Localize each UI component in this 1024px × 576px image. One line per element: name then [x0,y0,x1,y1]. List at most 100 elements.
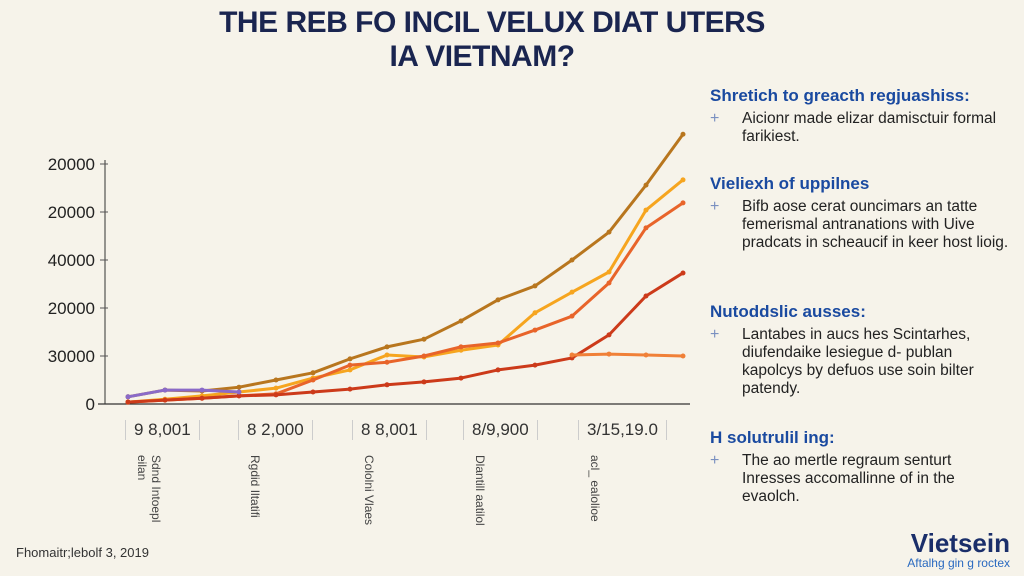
data-point [273,385,279,391]
section-body: The ao mertle regraum senturt Inresses a… [742,452,955,505]
side-section-3: Nutoddslic ausses: + Lantabes in aucs hes… [710,302,1010,398]
data-point [606,229,612,235]
plus-icon: + [710,326,720,343]
data-point [384,382,390,388]
plus-icon: + [710,110,720,127]
data-point [125,394,131,400]
x-tick-sublabel: Sdnd Intoepl eilan [135,455,163,523]
x-tick-label: 3/15,19.0 [578,420,667,440]
data-point [310,370,316,376]
section-body: Lantabes in aucs hes Scintarhes, diufend… [742,326,974,397]
data-point [532,362,538,368]
data-point [606,332,612,338]
data-point [384,359,390,365]
data-point [458,375,464,381]
data-point [347,367,353,373]
series-line-1 [127,178,684,404]
data-point [495,367,501,373]
x-tick-label: 8 8,001 [352,420,427,440]
data-point [125,399,131,405]
data-point [421,379,427,385]
x-tick-label: 8 2,000 [238,420,313,440]
data-point [384,344,390,350]
data-point [643,207,649,213]
y-tick-label: 0 [86,395,95,414]
series-line-0 [127,133,685,399]
data-point [162,397,168,403]
x-tick-sublabel: Rgdid Iltatifi [248,455,262,518]
section-heading: H solutrulil ing: [710,428,835,447]
data-point [680,353,686,359]
section-body: Aicionr made elizar damisctuir formal fa… [742,110,997,145]
data-point [606,280,612,286]
series-line-2 [127,201,684,404]
plus-icon: + [710,198,720,215]
side-section-4: H solutrulil ing: + The ao mertle regraum… [710,428,1010,506]
data-point [569,289,575,295]
data-point [532,283,538,289]
x-tick-sublabel: Cololni Vlaes [362,455,376,526]
x-tick-sublabel: acl_ ealolioe [588,455,602,522]
data-point [680,177,686,183]
y-tick-label: 30000 [48,347,95,366]
data-point [569,352,575,358]
data-point [273,392,279,398]
series-line-5 [127,388,240,399]
data-point [532,327,538,333]
section-body: Bifb aose cerat ouncimars an tatte femer… [742,198,1009,251]
data-point [347,356,353,362]
x-tick-label: 9 8,001 [125,420,200,440]
data-point [680,270,686,276]
y-tick-label: 20000 [48,203,95,222]
data-point [569,313,575,319]
data-point [310,389,316,395]
source-note: Fhomaitr;lebolf 3, 2019 [16,545,149,560]
side-section-2: Vieliexh of uppilnes + Bifb aose cerat ou… [710,174,1010,252]
section-heading: Shretich to greacth regjuashiss: [710,86,970,105]
section-heading: Nutoddslic ausses: [710,302,866,321]
data-point [643,352,649,358]
series-line-4 [571,352,684,358]
data-point [606,351,612,357]
data-point [347,362,353,368]
data-point [273,377,279,383]
logo-name: Vietsein [910,528,1010,558]
data-point [236,384,242,390]
data-point [310,377,316,383]
logo: Vietsein Aftalhg gin g roctex [907,530,1010,570]
data-point [680,131,686,137]
x-tick-sublabel: Dlantill aatilol [473,455,487,526]
section-heading: Vieliexh of uppilnes [710,174,870,193]
data-point [643,293,649,299]
data-point [236,389,242,395]
data-point [532,310,538,316]
data-point [199,387,205,393]
chart-title-line2: IA VIETNAM? [389,40,575,73]
data-point [495,340,501,346]
data-point [606,269,612,275]
data-point [384,352,390,358]
data-point [162,387,168,393]
x-tick-label: 8/9,900 [463,420,538,440]
y-tick-label: 20000 [48,155,95,174]
data-point [458,344,464,350]
data-point [680,200,686,206]
plus-icon: + [710,452,720,469]
data-point [458,318,464,324]
y-tick-label: 20000 [48,299,95,318]
side-section-1: Shretich to greacth regjuashiss: + Aicion… [710,86,1010,146]
series-line-3 [127,271,684,404]
data-point [495,297,501,303]
data-point [643,182,649,188]
data-point [421,353,427,359]
data-point [347,386,353,392]
logo-tagline: Aftalhg gin g roctex [907,556,1010,570]
data-point [236,393,242,399]
data-point [199,395,205,401]
data-point [643,225,649,231]
chart-title-line1: THE REB FO INCIL VELUX DIAT UTERS [219,6,765,39]
data-point [569,257,575,263]
data-point [421,336,427,342]
y-tick-label: 40000 [48,251,95,270]
